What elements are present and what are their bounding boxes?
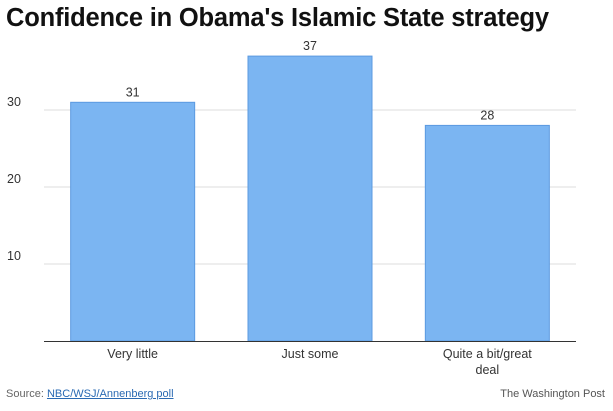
y-tick-label: 20 <box>7 172 21 186</box>
bar <box>424 124 550 342</box>
bar <box>70 101 196 342</box>
x-tick-label: deal <box>476 363 500 377</box>
data-label: 37 <box>303 39 317 53</box>
x-tick-label: Just some <box>282 347 339 361</box>
bar <box>247 55 373 342</box>
source-link[interactable]: NBC/WSJ/Annenberg poll <box>46 388 174 400</box>
x-tick-label: Quite a bit/great <box>443 347 532 361</box>
data-label: 31 <box>126 85 140 99</box>
source-note: Source: NBC/WSJ/Annenberg poll <box>6 388 174 400</box>
publisher-credit: The Washington Post <box>500 388 605 400</box>
y-tick-label: 30 <box>7 95 21 109</box>
chart-title: Confidence in Obama's Islamic State stra… <box>6 4 549 32</box>
source-prefix: Source: <box>6 388 47 400</box>
data-label: 28 <box>480 108 494 122</box>
y-tick-label: 10 <box>7 249 21 263</box>
x-tick-label: Very little <box>107 347 158 361</box>
